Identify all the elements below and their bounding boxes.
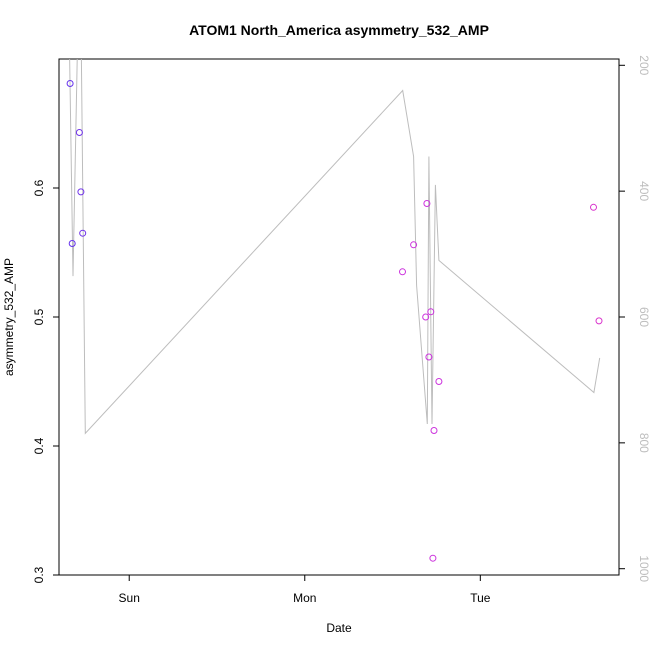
series-points-group [66,80,603,562]
y-axis-label: asymmetry_532_AMP [2,258,16,376]
plot-frame [58,58,620,576]
data-point-7 [422,313,430,321]
data-point-1 [68,240,76,247]
data-point-9 [425,353,433,361]
data-point-13 [435,378,443,385]
y2-tick-label: 1000 [637,555,650,582]
y-axis-right: 200 400 600 800 1000 [618,55,650,582]
y2-tick-label: 400 [637,181,650,201]
data-point-8 [423,200,431,207]
x-axis-bottom: Sun Mon Tue [119,575,491,605]
y-axis-left: 0.3 0.4 0.5 0.6 [32,179,60,583]
data-point-3 [77,188,85,196]
y2-tick-label: 600 [637,307,650,327]
data-point-2 [75,129,83,136]
x-tick-label: Tue [470,591,491,605]
x-tick-label: Mon [293,591,316,605]
y2-tick-label: 200 [637,55,650,75]
y2-tick-label: 800 [637,433,650,453]
data-point-4 [79,229,87,237]
series-line-group [69,59,601,435]
data-point-14 [590,203,597,211]
data-point-12 [429,554,437,562]
data-point-11 [430,427,438,434]
data-point-5 [399,268,406,276]
data-point-15 [595,317,603,325]
y-tick-label: 0.5 [32,308,46,325]
x-tick-label: Sun [119,591,140,605]
y-tick-label: 0.3 [32,566,46,583]
data-point-10 [427,308,435,316]
y-tick-label: 0.6 [32,179,46,196]
x-axis-label: Date [326,621,352,635]
y-tick-label: 0.4 [32,437,46,454]
data-point-6 [410,241,418,249]
chart-title: ATOM1 North_America asymmetry_532_AMP [189,22,489,38]
series-line [69,59,601,435]
data-point-0 [66,80,74,87]
